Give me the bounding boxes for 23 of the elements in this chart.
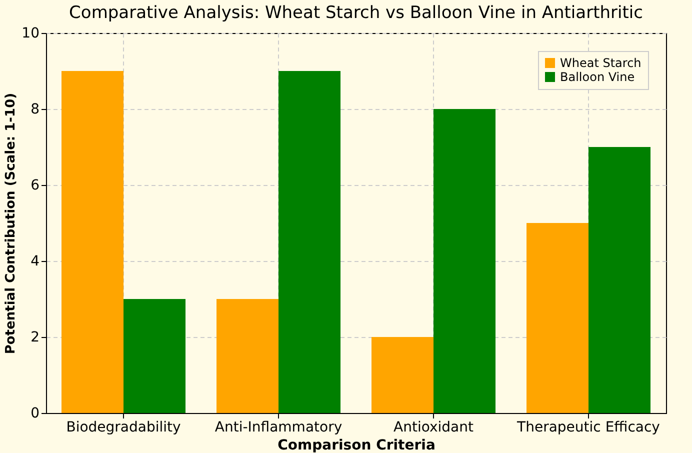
- x-tick-label: Therapeutic Efficacy: [516, 420, 660, 436]
- chart-title: Comparative Analysis: Wheat Starch vs Balloon Vine in Antiarthritic: [69, 3, 643, 23]
- bar: [588, 147, 650, 413]
- x-axis-title: Comparison Criteria: [278, 438, 436, 453]
- x-tick-label: Anti-Inflammatory: [214, 420, 342, 436]
- bar: [124, 299, 186, 413]
- y-tick-label: 4: [30, 254, 40, 270]
- y-tick-label: 2: [30, 330, 40, 346]
- x-tick-label: Antioxidant: [394, 420, 474, 436]
- y-tick-label: 0: [30, 406, 40, 422]
- legend-label: Wheat Starch: [560, 56, 642, 70]
- x-tick-label: Biodegradability: [66, 420, 181, 436]
- bar: [62, 71, 124, 413]
- y-tick-label: 6: [30, 178, 40, 194]
- bar: [278, 71, 340, 413]
- bar: [526, 223, 588, 413]
- legend-label: Balloon Vine: [560, 70, 635, 84]
- bar: [372, 337, 434, 413]
- y-tick-label: 8: [30, 102, 40, 118]
- y-tick-label: 10: [22, 26, 40, 42]
- y-axis-title: Potential Contribution (Scale: 1-10): [4, 92, 19, 354]
- bar: [434, 109, 496, 413]
- bar: [216, 299, 278, 413]
